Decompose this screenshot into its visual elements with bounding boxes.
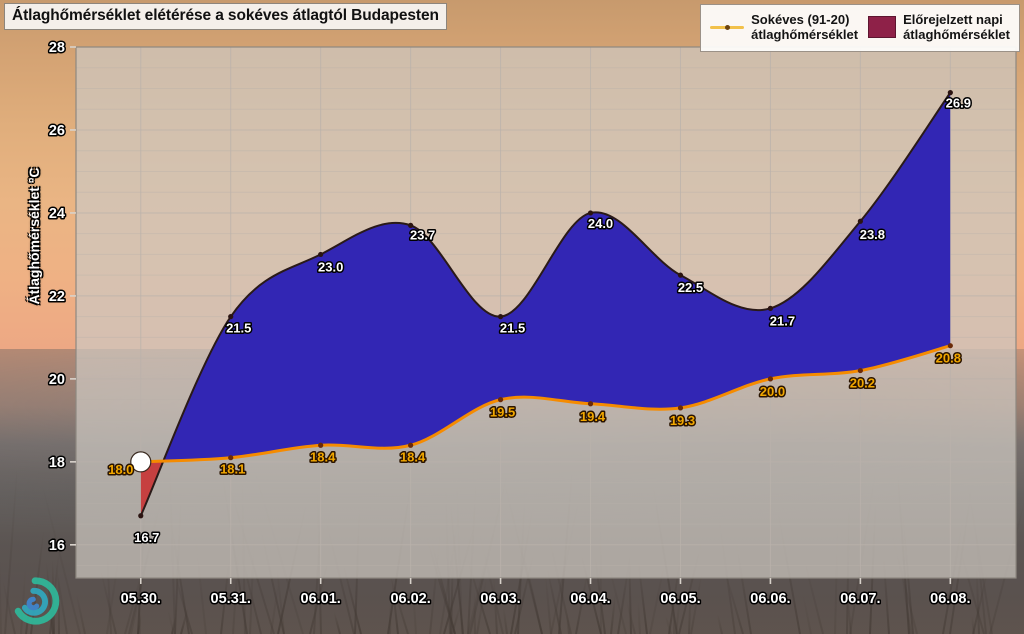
climate-value-label: 19.4	[580, 409, 606, 424]
climate-value-label: 19.3	[670, 413, 695, 428]
forecast-value-label: 23.8	[860, 227, 885, 242]
climate-value-label: 18.0	[108, 462, 133, 477]
forecast-point	[228, 314, 234, 320]
x-tick-label: 06.02.	[390, 591, 430, 607]
y-tick-label: 22	[49, 289, 65, 305]
page-title: Átlaghőmérséklet elétérése a sokéves átl…	[4, 3, 447, 30]
x-tick-label: 05.31.	[211, 591, 251, 607]
climate-value-label: 19.5	[490, 405, 515, 420]
y-tick-label: 16	[49, 538, 65, 554]
forecast-point	[408, 222, 414, 228]
today-marker	[130, 451, 152, 473]
climate-point	[228, 455, 234, 461]
y-tick-label: 18	[49, 455, 65, 471]
legend-item-climate: Sokéves (91-20) átlaghőmérséklet	[710, 12, 858, 43]
area-swatch-icon	[868, 16, 897, 39]
chart-legend: Sokéves (91-20) átlaghőmérséklet Előreje…	[700, 4, 1020, 52]
met-logo-icon	[14, 577, 60, 625]
forecast-point	[318, 251, 324, 258]
forecast-value-label: 24.0	[588, 216, 613, 231]
forecast-point	[947, 90, 953, 96]
climate-value-label: 18.4	[400, 449, 426, 464]
forecast-point	[857, 218, 863, 224]
forecast-point	[587, 210, 594, 216]
x-tick-label: 06.07.	[840, 591, 880, 607]
y-tick-label: 26	[49, 123, 65, 139]
legend-item-forecast: Előrejelzett napi átlaghőmérséklet	[868, 12, 1010, 43]
x-tick-label: 06.08.	[930, 591, 970, 607]
legend-label-forecast: Előrejelzett napi átlaghőmérséklet	[903, 12, 1010, 43]
forecast-line	[139, 91, 952, 517]
x-tick-label: 06.04.	[570, 591, 610, 607]
x-tick-label: 06.01.	[301, 591, 341, 607]
forecast-value-label: 26.9	[946, 96, 971, 111]
forecast-value-label: 23.7	[410, 227, 435, 242]
x-tick-label: 05.30.	[121, 591, 161, 607]
line-marker-icon	[710, 22, 745, 32]
climate-value-label: 20.8	[936, 351, 961, 366]
climate-value-label: 20.2	[850, 376, 875, 391]
y-tick-label: 20	[49, 372, 65, 388]
climate-point	[497, 397, 504, 403]
climate-point	[857, 367, 863, 374]
climate-point	[318, 442, 324, 448]
climate-value-label: 20.0	[760, 384, 785, 399]
climate-point	[947, 343, 953, 349]
climate-point	[408, 442, 414, 448]
forecast-point	[497, 314, 504, 320]
forecast-value-label: 16.7	[134, 530, 159, 545]
climate-value-label: 18.1	[220, 462, 245, 477]
forecast-point	[677, 272, 684, 278]
cold-anomaly-area	[140, 92, 951, 516]
climate-point	[677, 405, 684, 411]
forecast-point	[767, 305, 774, 311]
climate-line	[139, 344, 952, 464]
plot-border	[75, 46, 1017, 579]
climate-point	[767, 376, 774, 382]
climate-value-label: 18.4	[310, 449, 336, 464]
x-tick-label: 06.03.	[480, 591, 520, 607]
forecast-value-label: 21.7	[770, 313, 795, 328]
y-tick-label: 24	[49, 206, 65, 222]
forecast-point	[138, 513, 144, 519]
forecast-value-label: 23.0	[318, 259, 343, 274]
forecast-value-label: 22.5	[678, 280, 703, 295]
x-tick-label: 06.05.	[660, 591, 700, 607]
forecast-value-label: 21.5	[226, 321, 251, 336]
climate-point	[587, 401, 594, 407]
x-tick-label: 06.06.	[750, 591, 790, 607]
y-tick-label: 28	[49, 40, 65, 56]
forecast-value-label: 21.5	[500, 321, 525, 336]
legend-label-climate: Sokéves (91-20) átlaghőmérséklet	[751, 12, 859, 43]
